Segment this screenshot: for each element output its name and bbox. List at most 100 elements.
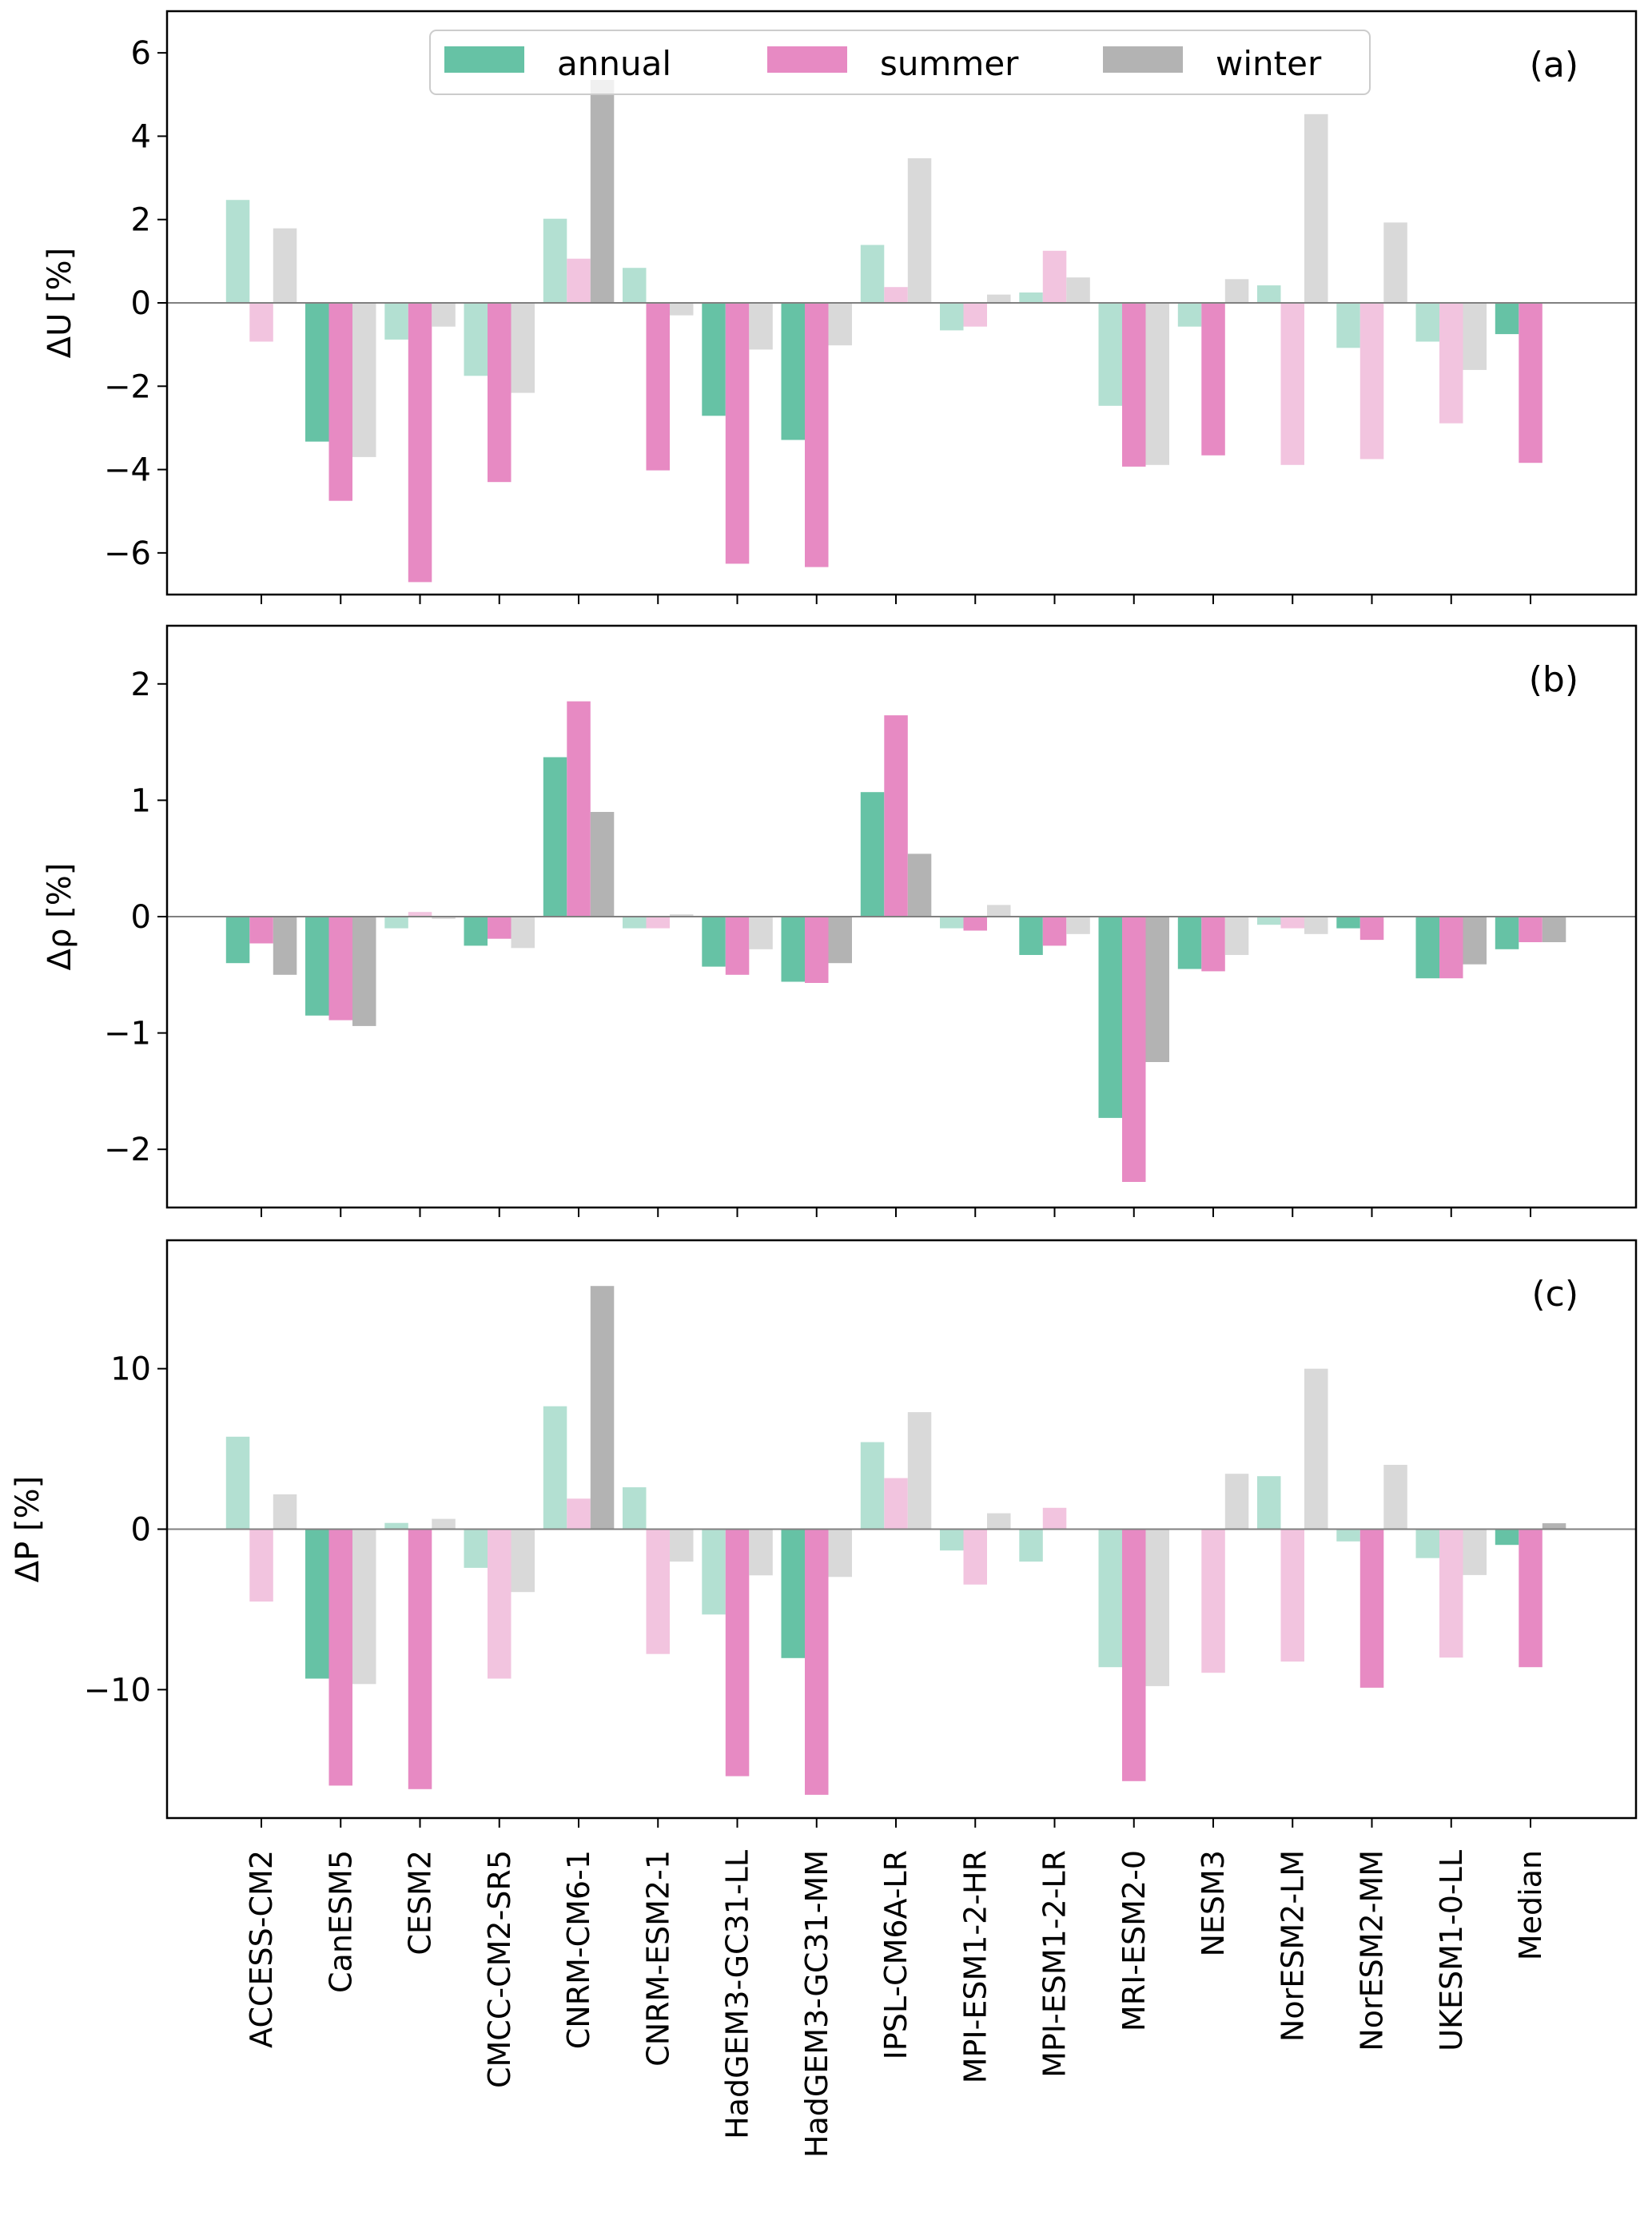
bar-winter-median — [1542, 1523, 1566, 1530]
bar-annual-noresm2-mm — [1336, 917, 1360, 929]
bar-annual-canesm5 — [305, 303, 329, 442]
bar-annual-median — [1495, 1529, 1519, 1546]
bar-winter-mri-esm2-0 — [1145, 917, 1169, 1062]
bar-winter-mpi-esm1-2-lr — [1066, 917, 1090, 934]
bar-annual-mri-esm2-0 — [1098, 303, 1122, 406]
bar-winter-mri-esm2-0 — [1145, 303, 1169, 465]
bar-annual-cesm2 — [384, 917, 408, 929]
y-tick-label: 1 — [131, 782, 151, 819]
x-tick-label-hadgem3-gc31-mm: HadGEM3-GC31-MM — [799, 1850, 834, 2158]
bar-winter-hadgem3-gc31-mm — [828, 303, 852, 346]
bar-annual-access-cm2 — [225, 917, 250, 964]
bar-annual-cnrm-esm2-1 — [623, 268, 647, 303]
bar-summer-mri-esm2-0 — [1122, 303, 1146, 467]
y-tick-label: 0 — [131, 1512, 151, 1549]
bar-summer-hadgem3-gc31-mm — [805, 303, 829, 567]
x-tick-label-mpi-esm1-2-hr: MPI-ESM1-2-HR — [957, 1850, 993, 2083]
bar-winter-ipsl-cm6a-lr — [907, 853, 932, 917]
y-tick-label: −1 — [104, 1016, 151, 1052]
x-tick-label-mri-esm2-0: MRI-ESM2-0 — [1117, 1850, 1152, 2031]
bar-annual-cnrm-cm6-1 — [543, 757, 567, 917]
bar-annual-ipsl-cm6a-lr — [860, 1442, 885, 1530]
bar-annual-hadgem3-gc31-mm — [781, 917, 805, 982]
bar-summer-noresm2-mm — [1359, 1529, 1384, 1688]
y-tick-label: −10 — [84, 1672, 151, 1709]
bar-winter-ukesm1-0-ll — [1463, 303, 1487, 370]
bar-annual-access-cm2 — [225, 1436, 250, 1530]
bar-summer-median — [1519, 917, 1543, 942]
legend-swatch-annual — [444, 46, 524, 73]
y-tick-label: −2 — [104, 368, 151, 405]
bar-summer-hadgem3-gc31-ll — [725, 917, 750, 975]
bar-annual-median — [1495, 303, 1519, 335]
x-tick-label-cesm2: CESM2 — [403, 1850, 438, 1956]
bar-summer-cnrm-esm2-1 — [646, 1529, 670, 1654]
bar-winter-cesm2 — [432, 1518, 456, 1530]
bar-annual-cmcc-cm2-sr5 — [464, 917, 488, 946]
bar-summer-noresm2-mm — [1359, 917, 1384, 941]
bar-summer-cnrm-cm6-1 — [567, 1498, 591, 1530]
y-tick-label: 4 — [131, 118, 151, 155]
legend: annual summer winter — [429, 30, 1371, 95]
bar-summer-noresm2-lm — [1280, 303, 1304, 465]
bar-annual-noresm2-lm — [1257, 1476, 1281, 1530]
y-tick-label: −4 — [104, 452, 151, 489]
bar-summer-hadgem3-gc31-mm — [805, 917, 829, 983]
bar-summer-canesm5 — [328, 917, 352, 1021]
bar-summer-mpi-esm1-2-hr — [963, 917, 987, 931]
bar-annual-ukesm1-0-ll — [1415, 1529, 1439, 1558]
bar-winter-mpi-esm1-2-hr — [987, 294, 1011, 303]
bar-winter-nesm3 — [1224, 917, 1249, 955]
bar-winter-hadgem3-gc31-ll — [749, 917, 773, 949]
bar-annual-mpi-esm1-2-lr — [1019, 292, 1043, 303]
y-tick-label: 6 — [131, 35, 151, 72]
panel-tag: (a) — [1530, 45, 1578, 86]
bar-summer-mpi-esm1-2-hr — [963, 1529, 987, 1585]
bar-summer-cesm2 — [408, 1529, 432, 1789]
bar-annual-median — [1495, 917, 1519, 949]
bar-summer-cmcc-cm2-sr5 — [488, 303, 512, 483]
bar-winter-canesm5 — [352, 303, 376, 457]
bar-summer-noresm2-lm — [1280, 917, 1304, 929]
x-tick-label-noresm2-lm: NorESM2-LM — [1275, 1850, 1310, 2042]
bar-winter-canesm5 — [352, 1529, 376, 1685]
bar-winter-noresm2-lm — [1304, 113, 1328, 303]
bar-annual-mri-esm2-0 — [1098, 917, 1122, 1118]
x-tick-label-ipsl-cm6a-lr: IPSL-CM6A-LR — [878, 1850, 914, 2059]
bar-annual-mpi-esm1-2-lr — [1019, 917, 1043, 955]
bar-winter-cnrm-cm6-1 — [590, 812, 615, 917]
bar-annual-ukesm1-0-ll — [1415, 303, 1439, 342]
bar-summer-mri-esm2-0 — [1122, 1529, 1146, 1781]
bar-annual-canesm5 — [305, 917, 329, 1016]
bar-annual-cnrm-esm2-1 — [623, 917, 647, 929]
bar-annual-access-cm2 — [225, 200, 250, 303]
bar-summer-median — [1519, 303, 1543, 464]
bar-winter-cnrm-cm6-1 — [590, 80, 615, 303]
bar-winter-noresm2-lm — [1304, 917, 1328, 934]
bar-annual-mpi-esm1-2-hr — [940, 303, 964, 331]
bar-winter-cnrm-esm2-1 — [670, 914, 694, 917]
bar-annual-mri-esm2-0 — [1098, 1529, 1122, 1668]
y-axis-label: ΔU [%] — [42, 248, 78, 359]
x-tick-label-mpi-esm1-2-lr: MPI-ESM1-2-LR — [1037, 1850, 1073, 2078]
bar-summer-ipsl-cm6a-lr — [884, 287, 908, 303]
bar-winter-mpi-esm1-2-hr — [987, 905, 1011, 917]
x-tick-labels: ACCESS-CM2 CanESM5 CESM2 CMCC-CM2-SR5 CNRM-C… — [244, 1850, 1548, 2158]
x-tick-label-cnrm-esm2-1: CNRM-ESM2-1 — [640, 1850, 675, 2067]
x-tick-label-nesm3: NESM3 — [1196, 1850, 1231, 1957]
panel-c: −10 0 10 ΔP [%] (c) — [10, 1239, 1638, 1828]
bar-annual-ukesm1-0-ll — [1415, 917, 1439, 979]
bar-winter-mri-esm2-0 — [1145, 1529, 1169, 1686]
bar-winter-ukesm1-0-ll — [1463, 1529, 1487, 1575]
bar-annual-canesm5 — [305, 1529, 329, 1679]
bar-annual-cesm2 — [384, 303, 408, 340]
bar-winter-noresm2-mm — [1383, 1465, 1407, 1530]
bar-annual-noresm2-lm — [1257, 917, 1281, 925]
bar-summer-nesm3 — [1201, 1529, 1225, 1673]
bar-summer-mpi-esm1-2-lr — [1042, 917, 1067, 946]
bar-winter-ukesm1-0-ll — [1463, 917, 1487, 965]
bar-summer-hadgem3-gc31-mm — [805, 1529, 829, 1795]
bar-winter-cmcc-cm2-sr5 — [511, 917, 535, 949]
bar-annual-ipsl-cm6a-lr — [860, 245, 885, 303]
x-tick-label-hadgem3-gc31-ll: HadGEM3-GC31-LL — [720, 1850, 755, 2139]
